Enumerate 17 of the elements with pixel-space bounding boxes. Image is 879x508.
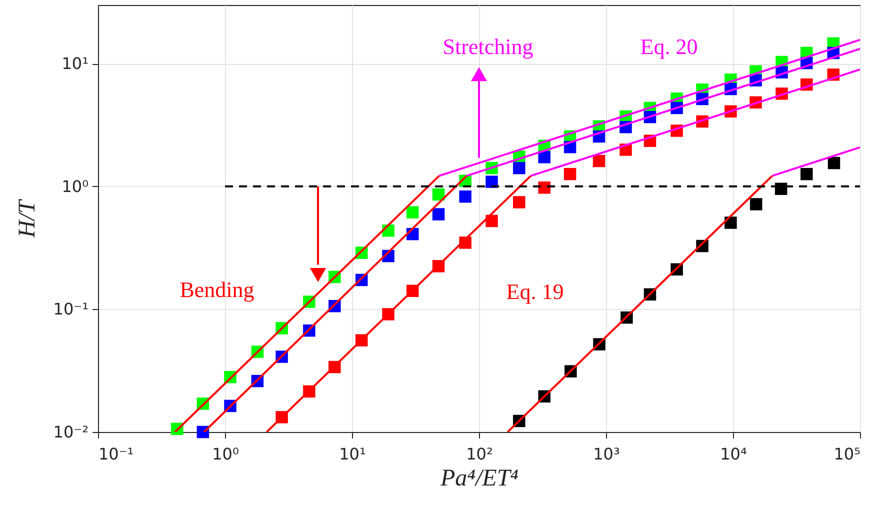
annotation: Eq. 20 (640, 34, 698, 59)
y-tick-label: 10⁻¹ (53, 300, 88, 319)
annotation: Stretching (442, 34, 534, 59)
x-tick-label: 10⁻¹ (98, 444, 134, 464)
x-tick-label: 10⁵ (834, 444, 860, 464)
annotation: Bending (180, 277, 254, 302)
x-tick-label: 10² (466, 444, 493, 464)
y-tick-label: 10¹ (62, 54, 88, 74)
y-tick-label: 10⁻² (53, 422, 88, 442)
x-axis-title: Pa⁴/ET⁴ (439, 466, 519, 492)
x-tick-label: 10³ (593, 444, 620, 464)
y-tick-label: 10⁰ (62, 176, 88, 196)
y-axis-title: H/T (14, 198, 40, 239)
x-tick-label: 10⁴ (720, 444, 747, 464)
x-tick-label: 10⁰ (212, 444, 239, 464)
annotation: Eq. 19 (506, 279, 564, 304)
x-tick-label: 10¹ (339, 444, 366, 464)
